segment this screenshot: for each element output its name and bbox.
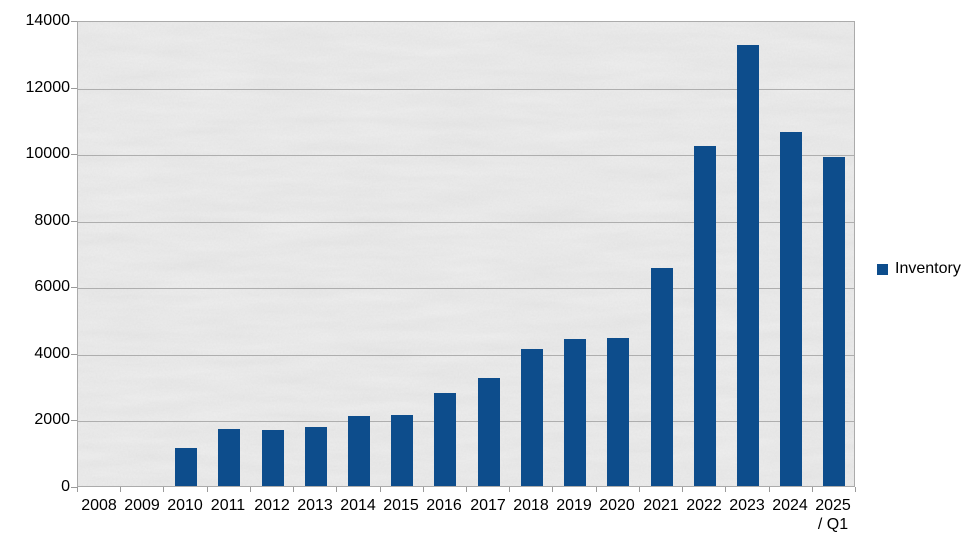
x-tick-mark-7 (380, 487, 381, 492)
y-tick-label-10000: 10000 (25, 145, 71, 162)
x-tick-label-2021: 2021 (643, 497, 679, 514)
x-tick-mark-13 (639, 487, 640, 492)
y-tick-mark-6000 (71, 287, 77, 288)
x-tick-mark-3 (207, 487, 208, 492)
gridline-y-12000 (78, 89, 854, 90)
x-tick-mark-9 (466, 487, 467, 492)
x-tick-label-2012: 2012 (254, 497, 290, 514)
x-tick-mark-8 (423, 487, 424, 492)
x-tick-label-2022: 2022 (686, 497, 722, 514)
gridline-y-10000 (78, 155, 854, 156)
y-tick-mark-10000 (71, 154, 77, 155)
bar-2021[interactable] (651, 268, 673, 486)
x-tick-label-2018: 2018 (513, 497, 549, 514)
bar-2016[interactable] (434, 393, 456, 486)
y-tick-mark-8000 (71, 221, 77, 222)
bar-2024[interactable] (780, 132, 802, 486)
plot-area (77, 21, 855, 487)
gridline-y-8000 (78, 222, 854, 223)
x-tick-label-2008: 2008 (81, 497, 117, 514)
x-tick-mark-11 (552, 487, 553, 492)
x-tick-label-2015: 2015 (383, 497, 419, 514)
x-tick-label-2009: 2009 (124, 497, 160, 514)
y-tick-label-0: 0 (61, 478, 70, 495)
bar-2013[interactable] (305, 427, 327, 486)
x-tick-label-2013: 2013 (297, 497, 333, 514)
y-tick-mark-4000 (71, 354, 77, 355)
y-tick-mark-12000 (71, 88, 77, 89)
y-tick-label-12000: 12000 (25, 79, 71, 96)
x-tick-label-2023: 2023 (729, 497, 765, 514)
x-tick-mark-6 (336, 487, 337, 492)
y-tick-mark-0 (71, 487, 77, 488)
x-tick-mark-1 (120, 487, 121, 492)
y-tick-label-2000: 2000 (34, 411, 70, 428)
legend[interactable]: Inventory (877, 260, 961, 278)
bar-2020[interactable] (607, 338, 629, 486)
bar-2018[interactable] (521, 349, 543, 486)
bar-2019[interactable] (564, 339, 586, 486)
x-tick-mark-4 (250, 487, 251, 492)
x-tick-label-2019: 2019 (556, 497, 592, 514)
x-tick-mark-12 (596, 487, 597, 492)
bar-2012[interactable] (262, 430, 284, 486)
gridline-y-4000 (78, 355, 854, 356)
gridline-y-6000 (78, 288, 854, 289)
x-tick-mark-16 (769, 487, 770, 492)
bar-2025[interactable] (823, 157, 845, 486)
y-tick-label-14000: 14000 (25, 12, 71, 29)
x-tick-label-2011: 2011 (210, 497, 246, 514)
legend-swatch-inventory (877, 263, 888, 275)
bar-2010[interactable] (175, 448, 197, 486)
x-tick-label-2025: 2025 / Q1 (815, 497, 851, 533)
bar-2011[interactable] (218, 429, 240, 486)
x-tick-label-2020: 2020 (599, 497, 635, 514)
y-tick-label-4000: 4000 (34, 345, 70, 362)
legend-label-inventory: Inventory (895, 260, 961, 277)
y-tick-mark-14000 (71, 21, 77, 22)
gridline-y-2000 (78, 421, 854, 422)
x-tick-mark-10 (509, 487, 510, 492)
x-tick-mark-17 (812, 487, 813, 492)
x-tick-label-2016: 2016 (426, 497, 462, 514)
x-tick-label-2017: 2017 (470, 497, 506, 514)
y-tick-label-6000: 6000 (34, 278, 70, 295)
x-tick-label-2010: 2010 (167, 497, 203, 514)
x-tick-label-2014: 2014 (340, 497, 376, 514)
bar-2014[interactable] (348, 416, 370, 486)
bar-2017[interactable] (478, 378, 500, 486)
x-tick-mark-0 (77, 487, 78, 492)
x-tick-label-2024: 2024 (772, 497, 808, 514)
x-tick-mark-14 (682, 487, 683, 492)
bar-2022[interactable] (694, 146, 716, 486)
x-tick-mark-15 (725, 487, 726, 492)
plot-background-texture (78, 22, 854, 486)
bar-2015[interactable] (391, 415, 413, 486)
x-tick-mark-18 (855, 487, 856, 492)
x-tick-mark-2 (163, 487, 164, 492)
y-tick-mark-2000 (71, 420, 77, 421)
y-tick-label-8000: 8000 (34, 212, 70, 229)
x-tick-mark-5 (293, 487, 294, 492)
bar-2023[interactable] (737, 45, 759, 486)
